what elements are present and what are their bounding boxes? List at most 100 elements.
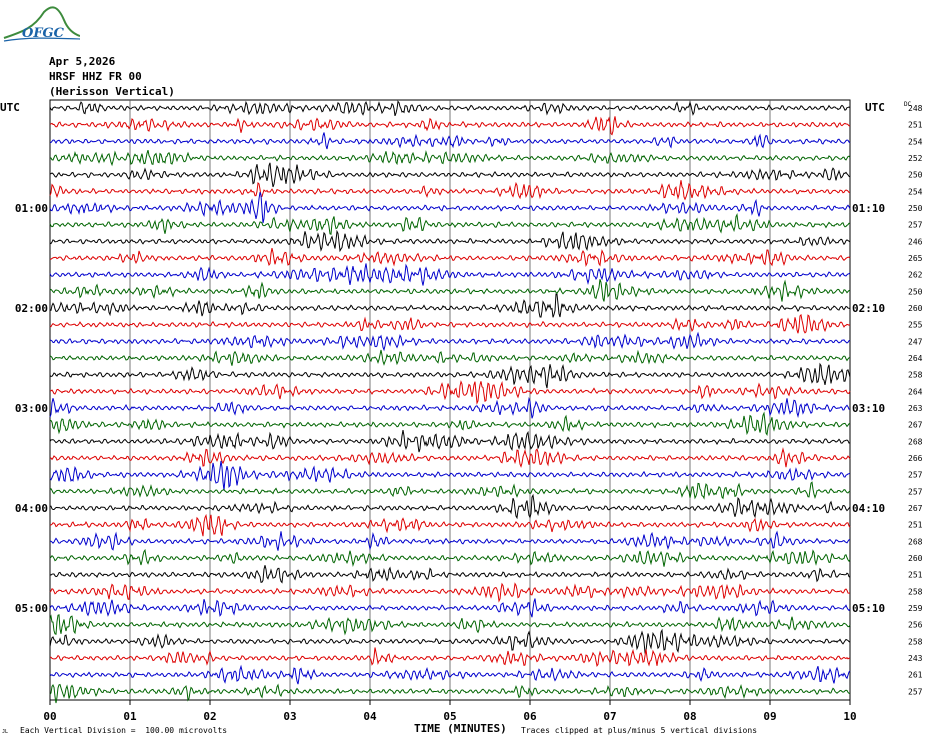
seismic-trace bbox=[49, 396, 851, 419]
dc-offset-label: 258 bbox=[908, 637, 923, 646]
seismic-trace bbox=[49, 132, 851, 150]
dc-offset-label: 250 bbox=[908, 171, 923, 180]
logo-text: OFGC bbox=[22, 26, 65, 41]
seismic-trace bbox=[49, 349, 851, 366]
x-tick-label: 10 bbox=[843, 710, 856, 723]
seismic-trace bbox=[49, 411, 851, 437]
left-time-label: 05:00 bbox=[15, 602, 48, 615]
x-tick-label: 09 bbox=[763, 710, 776, 723]
logo-mountain-icon bbox=[3, 6, 81, 42]
x-tick-label: 01 bbox=[123, 710, 137, 723]
dc-column-title: DC bbox=[904, 101, 912, 108]
seismic-trace bbox=[49, 180, 851, 201]
x-tick-label: 04 bbox=[363, 710, 377, 723]
dc-offset-label: 256 bbox=[908, 621, 923, 630]
seismic-trace bbox=[49, 191, 851, 224]
seismic-trace bbox=[49, 331, 851, 352]
seismic-trace bbox=[49, 100, 851, 117]
seismic-trace bbox=[49, 647, 851, 667]
x-tick-label: 05 bbox=[443, 710, 456, 723]
seismic-trace bbox=[49, 380, 851, 405]
dc-offset-label: 267 bbox=[908, 504, 923, 513]
seismic-trace bbox=[49, 116, 851, 136]
seismic-trace bbox=[49, 628, 851, 654]
dc-offset-label: 251 bbox=[908, 521, 923, 530]
dc-offset-label: 257 bbox=[908, 221, 923, 230]
dc-offset-label: 268 bbox=[908, 537, 923, 546]
right-time-label: 02:10 bbox=[852, 302, 885, 315]
dc-offset-label: 265 bbox=[908, 254, 923, 263]
seismic-trace bbox=[49, 530, 851, 551]
dc-offset-label: 260 bbox=[908, 304, 923, 313]
seismic-trace bbox=[49, 683, 851, 704]
dc-offset-label: 254 bbox=[908, 137, 923, 146]
dc-offset-label: 252 bbox=[908, 154, 923, 163]
seismic-trace bbox=[49, 664, 851, 685]
dc-offset-label: 257 bbox=[908, 687, 923, 696]
seismic-trace bbox=[49, 493, 851, 520]
dc-offset-label: 263 bbox=[908, 404, 923, 413]
right-time-label: 01:10 bbox=[852, 202, 885, 215]
seismic-trace bbox=[49, 229, 851, 253]
dc-offset-label: 257 bbox=[908, 487, 923, 496]
dc-offset-label: 255 bbox=[908, 321, 923, 330]
dc-offset-label: 247 bbox=[908, 337, 923, 346]
dc-offset-label: 267 bbox=[908, 421, 923, 430]
seismic-trace bbox=[49, 263, 851, 286]
x-tick-label: 00 bbox=[43, 710, 56, 723]
x-axis-title: TIME (MINUTES) bbox=[414, 722, 507, 735]
seismic-trace bbox=[49, 313, 851, 334]
seismic-trace bbox=[49, 212, 851, 235]
dc-offset-label: 243 bbox=[908, 654, 923, 663]
dc-offset-label: 262 bbox=[908, 271, 923, 280]
seismic-trace bbox=[49, 460, 851, 491]
seismic-trace bbox=[49, 430, 851, 453]
seismic-trace bbox=[49, 162, 851, 188]
dc-offset-label: 264 bbox=[908, 354, 923, 363]
left-time-label: 01:00 bbox=[15, 202, 48, 215]
seismic-trace bbox=[49, 481, 851, 500]
dc-offset-label: 266 bbox=[908, 454, 923, 463]
x-tick-label: 06 bbox=[523, 710, 537, 723]
dc-offset-label: 258 bbox=[908, 371, 923, 380]
seismic-trace bbox=[49, 548, 851, 568]
left-time-label: 04:00 bbox=[15, 502, 48, 515]
plot-date: Apr 5,2026 bbox=[49, 55, 116, 68]
dc-offset-label: 248 bbox=[908, 104, 923, 113]
dc-offset-label: 251 bbox=[908, 571, 923, 580]
dc-offset-label: 260 bbox=[908, 554, 923, 563]
dc-offset-label: 251 bbox=[908, 121, 923, 130]
seismic-trace bbox=[49, 149, 851, 167]
station-description: (Herisson Vertical) bbox=[49, 85, 175, 98]
seismic-trace bbox=[49, 565, 851, 584]
station-code: HRSF HHZ FR 00 bbox=[49, 70, 142, 83]
dc-offset-label: 259 bbox=[908, 604, 923, 613]
dc-offset-label: 264 bbox=[908, 387, 923, 396]
dc-offset-label: 250 bbox=[908, 204, 923, 213]
x-tick-label: 03 bbox=[283, 710, 296, 723]
seismic-trace bbox=[49, 447, 851, 468]
left-axis-title: UTC bbox=[0, 101, 20, 114]
seismic-trace bbox=[49, 362, 851, 389]
x-tick-label: 07 bbox=[603, 710, 616, 723]
seismic-trace bbox=[49, 598, 851, 618]
logo: OFGC bbox=[2, 2, 81, 46]
seismic-trace bbox=[49, 247, 851, 268]
right-time-label: 03:10 bbox=[852, 402, 885, 415]
right-time-label: 04:10 bbox=[852, 502, 885, 515]
dc-offset-label: 257 bbox=[908, 471, 923, 480]
seismic-trace bbox=[49, 582, 851, 603]
dc-offset-label: 258 bbox=[908, 587, 923, 596]
x-tick-label: 02 bbox=[203, 710, 216, 723]
x-tick-label: 08 bbox=[683, 710, 696, 723]
dc-offset-label: 254 bbox=[908, 187, 923, 196]
left-time-label: 02:00 bbox=[15, 302, 48, 315]
right-time-label: 05:10 bbox=[852, 602, 885, 615]
dc-offset-label: 261 bbox=[908, 671, 923, 680]
dc-offset-label: 246 bbox=[908, 237, 923, 246]
vertical-division-note: Each Vertical Division = 100.00 microvol… bbox=[20, 726, 228, 735]
seismic-trace bbox=[49, 614, 851, 636]
corner-mark: JL bbox=[2, 729, 9, 735]
clipping-note: Traces clipped at plus/minus 5 vertical … bbox=[521, 726, 758, 735]
